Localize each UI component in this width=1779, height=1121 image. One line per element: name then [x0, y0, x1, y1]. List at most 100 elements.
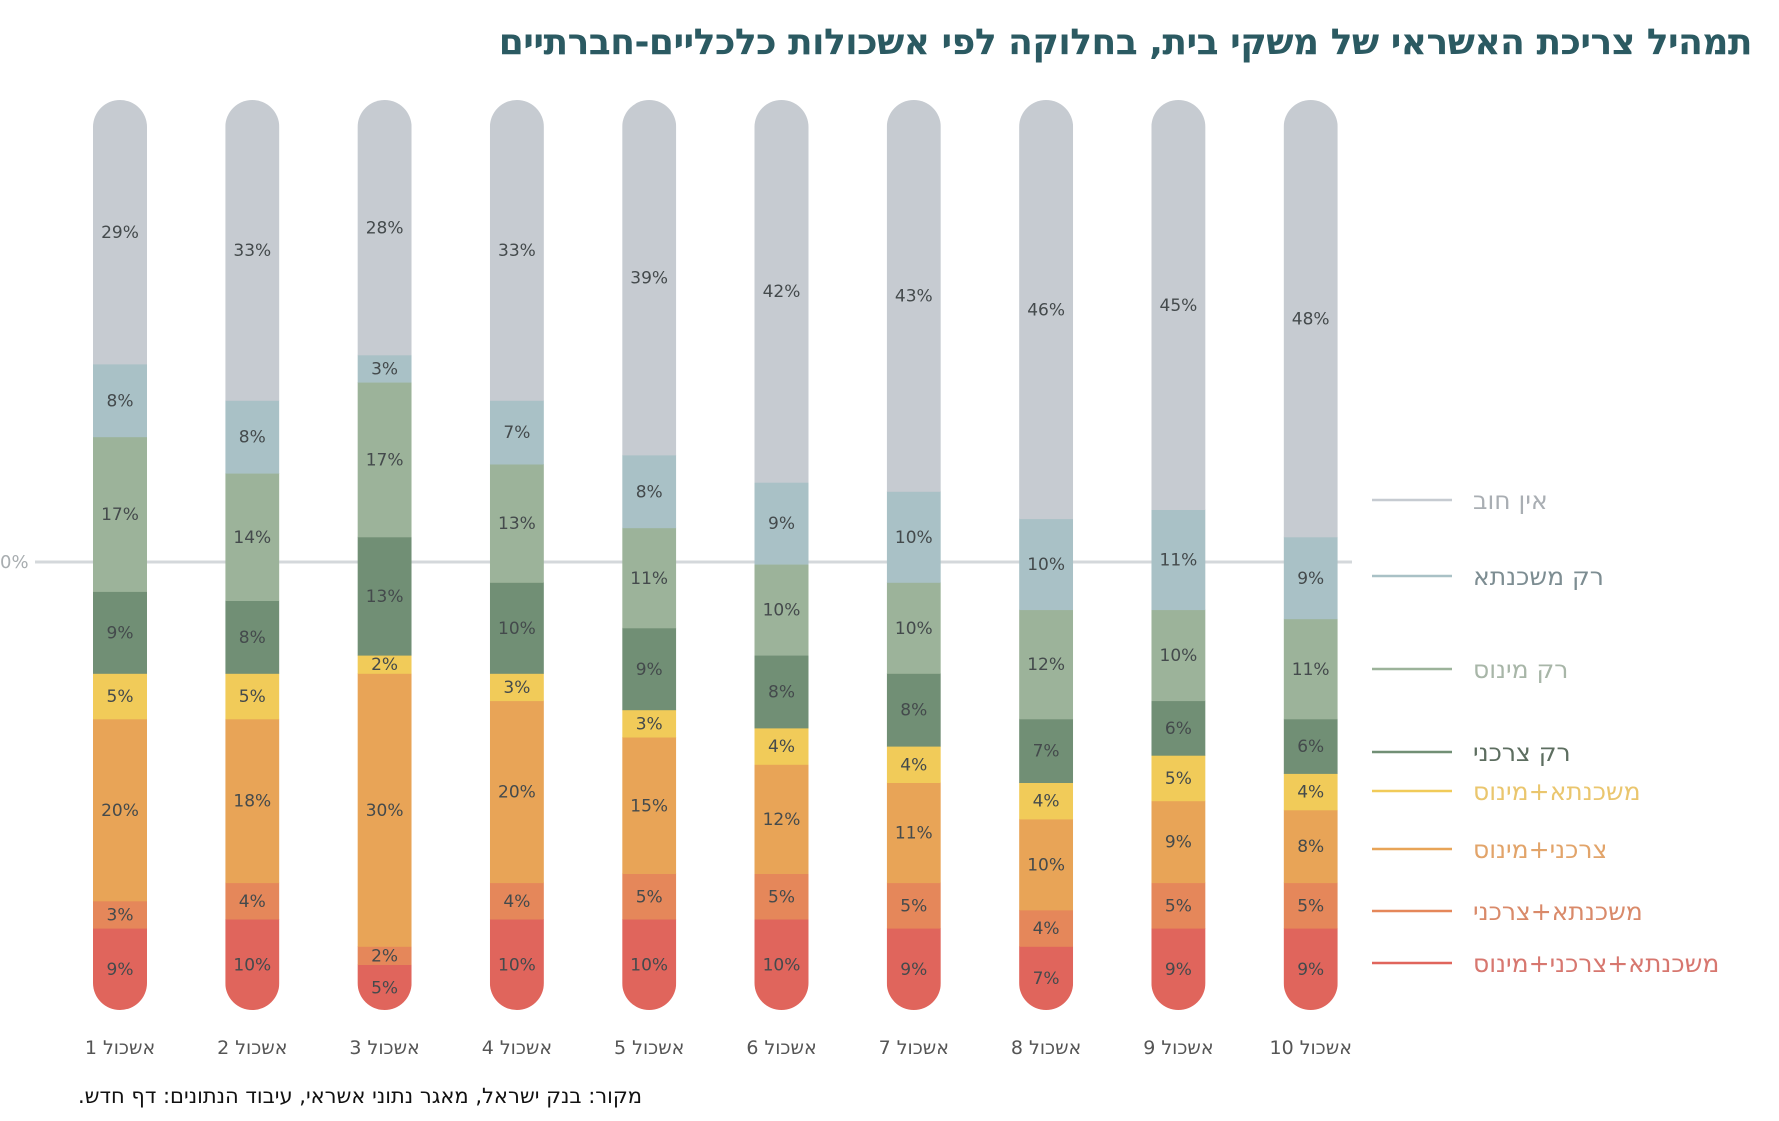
bar-segment	[225, 473, 280, 601]
segment-value-label: 13%	[498, 514, 536, 534]
bar-segment	[93, 718, 147, 902]
legend-label: משכנתא+צרכני+מינוס	[1473, 949, 1719, 978]
bar-segment	[1151, 700, 1206, 756]
bar-segment	[886, 100, 941, 492]
bar-segment	[1019, 782, 1074, 820]
segment-value-label: 10%	[1027, 855, 1065, 875]
segment-labels-group: 9% 3% 20% 5% 9% 17% 8% 29% 10% 4% 18% 5% 8% 14% 8% 33% 5…	[101, 218, 1329, 998]
segment-value-label: 8%	[768, 683, 795, 703]
segment-value-label: 42%	[763, 282, 801, 302]
segment-value-label: 8%	[1297, 837, 1324, 857]
category-label: אשכול 1	[85, 1037, 155, 1059]
bar-segment	[886, 746, 941, 783]
segment-value-label: 12%	[763, 810, 801, 830]
bar-stack	[754, 100, 809, 1010]
bar-segment	[886, 673, 941, 747]
segment-value-label: 5%	[1165, 896, 1192, 916]
bar-segment	[357, 673, 412, 947]
bar-segment	[622, 527, 677, 629]
bar-segment	[886, 582, 941, 674]
segment-value-label: 12%	[1027, 655, 1065, 675]
segment-value-label: 5%	[107, 687, 134, 707]
segment-value-label: 10%	[895, 528, 933, 548]
segment-value-label: 10%	[1160, 646, 1198, 666]
segment-value-label: 39%	[630, 268, 668, 288]
legend-label: אין חוב	[1473, 486, 1548, 515]
legend-item: אין חוב	[1372, 486, 1548, 515]
bar-segment	[622, 919, 677, 1010]
bar-segment	[622, 737, 677, 874]
bar-segment	[1019, 909, 1074, 947]
legend-item: רק מינוס	[1372, 655, 1568, 684]
segment-value-label: 4%	[768, 737, 795, 757]
segment-value-label: 2%	[371, 655, 398, 675]
bar-segment	[357, 655, 412, 674]
segment-value-label: 11%	[1292, 660, 1330, 680]
category-label: אשכול 5	[614, 1037, 684, 1059]
bar-segment	[1151, 928, 1206, 1010]
bar-segment	[1283, 773, 1338, 811]
segment-value-label: 33%	[498, 241, 536, 261]
legend-label: רק מינוס	[1473, 655, 1568, 684]
segment-value-label: 10%	[895, 619, 933, 639]
bar-segment	[886, 782, 941, 884]
segment-value-label: 10%	[233, 956, 271, 976]
bar-segment	[1151, 609, 1206, 702]
chart-title: תמהיל צריכת האשראי של משקי בית, בחלוקה ל…	[498, 22, 1753, 63]
bar-segment	[754, 727, 809, 765]
segment-value-label: 6%	[1165, 719, 1192, 739]
bar-segment	[489, 400, 544, 465]
segment-value-label: 9%	[1297, 569, 1324, 589]
segment-value-label: 11%	[630, 569, 668, 589]
bar-segment	[754, 764, 809, 874]
segment-value-label: 9%	[1297, 960, 1324, 980]
bar-segment	[886, 882, 941, 929]
bar-segment	[1019, 946, 1074, 1010]
segment-value-label: 14%	[233, 528, 271, 548]
bar-segment	[225, 882, 280, 920]
bar-segment	[754, 564, 809, 656]
legend-item: רק משכנתא	[1372, 562, 1604, 591]
bar-stack	[225, 100, 280, 1010]
segment-value-label: 5%	[768, 887, 795, 907]
bar-segment	[622, 873, 677, 920]
zero-reference-label: 0%	[0, 552, 29, 573]
bar-stack	[622, 100, 677, 1010]
segment-value-label: 4%	[1033, 919, 1060, 939]
category-label: אשכול 9	[1143, 1037, 1213, 1059]
segment-value-label: 17%	[366, 450, 404, 470]
bar-stack	[1019, 100, 1074, 1010]
bar-segment	[225, 600, 280, 674]
segment-value-label: 9%	[900, 960, 927, 980]
bar-segment	[1283, 928, 1338, 1010]
segment-value-label: 30%	[366, 801, 404, 821]
category-label: אשכול 2	[217, 1037, 287, 1059]
source-note: מקור: בנק ישראל, מאגר נתוני אשראי, עיבוד…	[78, 1084, 643, 1108]
bar-stack	[1283, 100, 1338, 1010]
bar-segment	[1019, 818, 1074, 911]
bar-segment	[1283, 100, 1338, 538]
bar-segment	[93, 436, 147, 592]
bar-segment	[357, 354, 412, 383]
bar-stack	[357, 100, 412, 1010]
category-label: אשכול 7	[879, 1037, 949, 1059]
segment-value-label: 5%	[371, 978, 398, 998]
bar-segment	[93, 928, 147, 1010]
segment-value-label: 8%	[239, 628, 266, 648]
segment-value-label: 4%	[239, 892, 266, 912]
bar-segment	[489, 100, 544, 401]
segment-value-label: 10%	[763, 956, 801, 976]
bar-segment	[93, 673, 147, 720]
segment-value-label: 3%	[503, 678, 530, 698]
segment-value-label: 8%	[636, 482, 663, 502]
bar-segment	[1283, 718, 1338, 774]
bar-segment	[622, 454, 677, 529]
bar-segment	[357, 946, 412, 965]
bar-segment	[886, 928, 941, 1010]
segment-value-label: 8%	[239, 428, 266, 448]
segment-value-label: 5%	[1165, 769, 1192, 789]
bar-stack	[1151, 100, 1206, 1010]
bar-segment	[1283, 536, 1338, 620]
segment-value-label: 8%	[107, 391, 134, 411]
